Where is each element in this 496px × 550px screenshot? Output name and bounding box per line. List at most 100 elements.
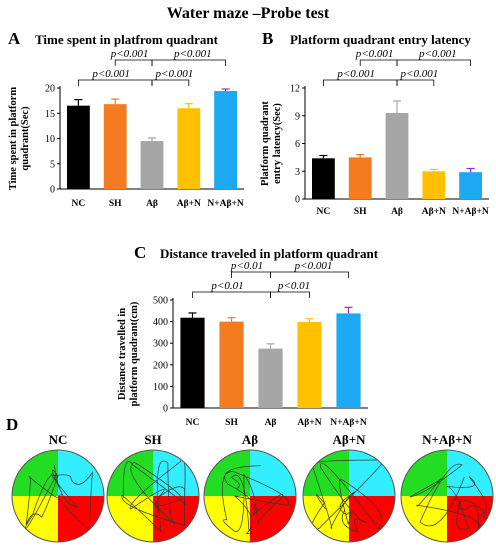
category-label: NC [72, 199, 86, 209]
significance-bracket [359, 59, 398, 66]
significance-label: p<0.001 [418, 48, 457, 60]
significance-label: p<0.01 [277, 280, 310, 292]
significance-label: p<0.001 [173, 48, 212, 60]
significance-bracket [151, 79, 190, 86]
quadrant-top-right [58, 450, 104, 496]
maze-label: Aβ+N [332, 432, 366, 447]
bar-4 [214, 91, 238, 189]
bar-0 [311, 158, 335, 199]
maze-3: Aβ+N [302, 432, 396, 543]
maze-label: SH [144, 432, 161, 447]
y-tick-label: 10 [45, 134, 55, 145]
bar-3 [297, 322, 322, 408]
y-tick-label: 6 [295, 139, 300, 150]
quadrant-top-right [447, 450, 493, 496]
maze-pool-outline [106, 449, 200, 543]
y-tick-label: 15 [45, 109, 55, 120]
swim-path [409, 463, 487, 532]
category-label: Aβ+N [177, 199, 201, 209]
significance-label: p<0.01 [230, 260, 263, 272]
maze-label: Aβ [242, 432, 258, 447]
quadrant-bottom-right [58, 496, 104, 542]
chart-panel-b: B Platform quadrant entry latency 0 3 6 9 12 Pl… [260, 29, 489, 217]
significance-label: p<0.001 [91, 68, 130, 80]
category-label: N+Aβ+N [207, 199, 244, 209]
bar-1 [219, 321, 244, 408]
maze-label: NC [49, 432, 68, 447]
panel-label: A [8, 29, 21, 48]
figure-title: Water maze –Probe test [167, 5, 330, 22]
y-tick-label: 0 [163, 404, 168, 415]
y-tick-label: 200 [153, 360, 168, 371]
y-tick-label: 500 [153, 296, 168, 307]
quadrant-bottom-left [12, 496, 58, 542]
swim-path [121, 456, 187, 533]
quadrant-top-left [12, 450, 58, 496]
significance-bracket [151, 59, 226, 66]
significance-bracket [231, 271, 271, 278]
category-label: N+Aβ+N [452, 207, 489, 217]
category-label: SH [225, 418, 238, 428]
panel-label: B [262, 29, 273, 48]
significance-label: p<0.001 [400, 68, 439, 80]
category-label: SH [109, 199, 122, 209]
bar-2 [258, 348, 283, 408]
y-tick-label: 0 [295, 195, 300, 206]
bar-0 [66, 105, 90, 189]
chart-panel-a: A Time spent in platfrom quadrant 0 5 10 15 20… [8, 29, 244, 209]
y-axis-label: Distance travelled inplatform quadrant(c… [117, 301, 140, 406]
category-label: NC [317, 207, 331, 217]
significance-bracket [396, 59, 471, 66]
quadrant-top-left [303, 450, 349, 496]
category-label: SH [354, 207, 367, 217]
y-tick-label: 3 [295, 167, 300, 178]
y-tick-label: 5 [50, 159, 55, 170]
significance-label: p<0.001 [294, 260, 333, 272]
quadrant-bottom-left [204, 496, 250, 542]
bar-1 [103, 104, 127, 189]
maze-label: N+Aβ+N [422, 432, 472, 447]
bar-2 [385, 112, 409, 199]
bar-3 [177, 108, 201, 189]
maze-pool-outline [11, 449, 105, 543]
bar-4 [336, 313, 361, 408]
swim-path [24, 465, 93, 532]
bar-1 [348, 157, 372, 199]
chart-panels: A Time spent in platfrom quadrant 0 5 10 15 20… [8, 29, 489, 428]
quadrant-bottom-left [401, 496, 447, 542]
y-axis-label: Time spent in platformquadrant(Sec) [8, 87, 31, 191]
bar-3 [422, 171, 446, 199]
y-tick-label: 400 [153, 317, 168, 328]
maze-4: N+Aβ+N [400, 432, 494, 543]
significance-bracket [323, 79, 398, 86]
maze-pool-outline [400, 449, 494, 543]
maze-pool-outline [302, 449, 396, 543]
bar-0 [180, 317, 205, 408]
maze-1: SH [106, 432, 200, 543]
category-label: Aβ+N [297, 418, 321, 428]
quadrant-bottom-right [153, 496, 199, 542]
significance-bracket [270, 271, 349, 278]
significance-label: p<0.001 [110, 48, 149, 60]
maze-0: NC [11, 432, 105, 543]
maze-2: Aβ [203, 432, 297, 543]
chart-title: Distance traveled in platform quadrant [160, 246, 379, 261]
category-label: NC [186, 418, 200, 428]
significance-bracket [396, 79, 435, 86]
y-tick-label: 20 [45, 84, 55, 95]
category-label: Aβ [265, 418, 277, 428]
chart-title: Time spent in platfrom quadrant [35, 32, 219, 47]
significance-bracket [192, 291, 271, 298]
bar-2 [140, 141, 164, 189]
chart-panel-c: C Distance traveled in platform quadrant 0… [117, 243, 379, 428]
significance-label: p<0.001 [355, 48, 394, 60]
significance-bracket [114, 59, 153, 66]
significance-label: p<0.001 [155, 68, 194, 80]
y-tick-label: 300 [153, 339, 168, 350]
y-tick-label: 0 [50, 185, 55, 196]
swim-path [221, 465, 290, 535]
y-tick-label: 100 [153, 382, 168, 393]
quadrant-top-right [153, 450, 199, 496]
panel-label: C [134, 243, 146, 262]
